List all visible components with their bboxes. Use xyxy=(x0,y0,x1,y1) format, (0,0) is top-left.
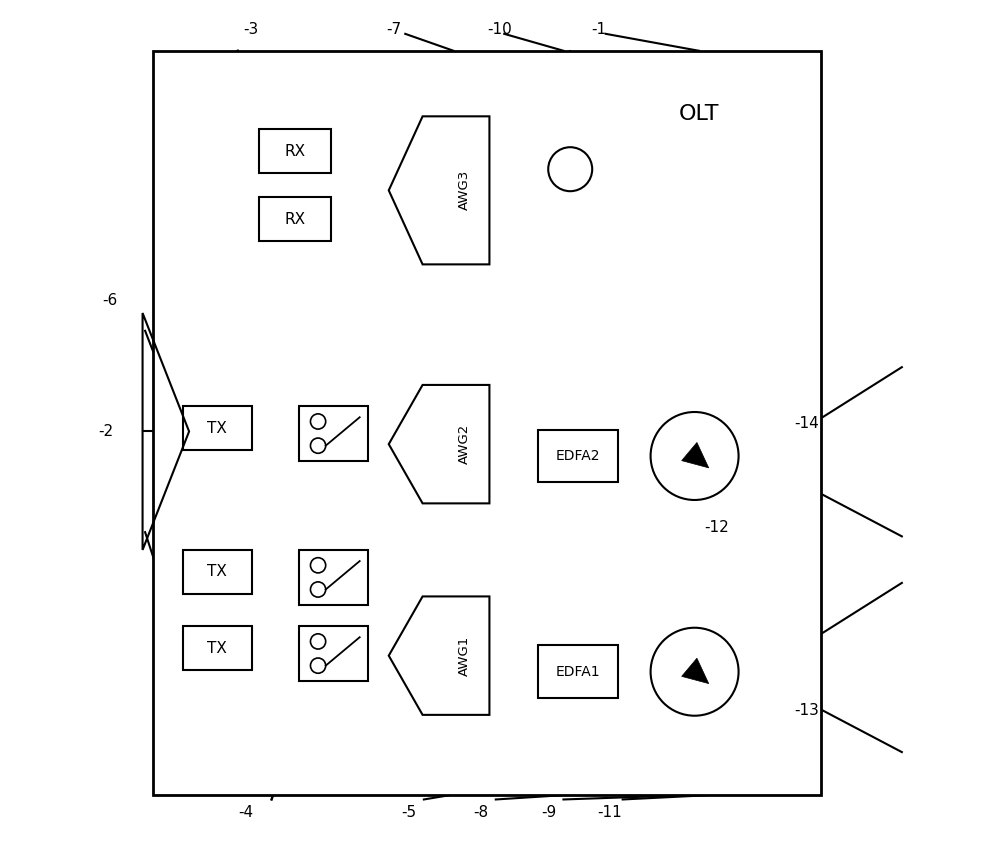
Bar xyxy=(259,129,331,173)
Bar xyxy=(299,550,368,605)
Bar xyxy=(183,406,252,450)
Text: -6: -6 xyxy=(102,293,118,308)
Text: -13: -13 xyxy=(794,703,819,718)
Polygon shape xyxy=(682,658,709,684)
Text: TX: TX xyxy=(207,420,227,436)
Text: -7: -7 xyxy=(387,22,402,37)
Text: -12: -12 xyxy=(705,519,729,535)
Text: TX: TX xyxy=(207,564,227,580)
Text: RX: RX xyxy=(284,144,305,159)
Text: RX: RX xyxy=(284,212,305,227)
Text: -11: -11 xyxy=(598,805,622,820)
Text: -2: -2 xyxy=(98,424,113,439)
Text: OLT: OLT xyxy=(679,104,719,124)
Bar xyxy=(299,626,368,681)
Bar xyxy=(153,51,821,795)
Text: EDFA1: EDFA1 xyxy=(556,665,601,678)
Text: AWG2: AWG2 xyxy=(458,424,471,464)
Text: -8: -8 xyxy=(473,805,488,820)
Bar xyxy=(538,430,618,482)
Text: -3: -3 xyxy=(243,22,258,37)
Text: -14: -14 xyxy=(794,415,819,431)
Bar xyxy=(259,197,331,241)
Bar xyxy=(538,645,618,698)
Text: TX: TX xyxy=(207,640,227,656)
Bar xyxy=(183,550,252,594)
Text: -9: -9 xyxy=(541,805,557,820)
Text: -10: -10 xyxy=(487,22,512,37)
Text: -4: -4 xyxy=(239,805,254,820)
Bar xyxy=(299,406,368,461)
Text: -1: -1 xyxy=(591,22,606,37)
Text: EDFA2: EDFA2 xyxy=(556,449,601,463)
Text: AWG3: AWG3 xyxy=(458,170,471,211)
Text: AWG1: AWG1 xyxy=(458,635,471,676)
Text: -5: -5 xyxy=(401,805,416,820)
Bar xyxy=(183,626,252,670)
Polygon shape xyxy=(682,442,709,468)
